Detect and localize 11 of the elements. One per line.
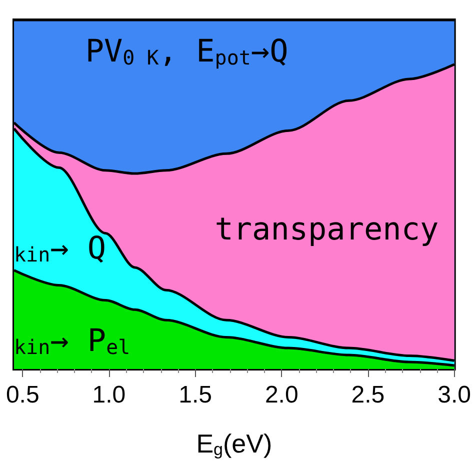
x-tick-label: 1.5 — [178, 382, 212, 408]
x-tick-label: 1.0 — [92, 382, 126, 408]
x-axis-title: Eg(eV) — [196, 428, 272, 459]
annotation: kin→ Q — [14, 230, 106, 267]
x-tick-label: 2.0 — [264, 382, 298, 408]
annotation: transparency — [214, 211, 439, 248]
x-tick-label: 3.0 — [438, 382, 472, 408]
x-tick-label: 2.5 — [351, 382, 385, 408]
annotation: PV0 K, Epot→Q — [85, 33, 288, 70]
x-tick-label: 0.5 — [6, 382, 40, 408]
annotation: kin→ Pel — [14, 323, 130, 360]
